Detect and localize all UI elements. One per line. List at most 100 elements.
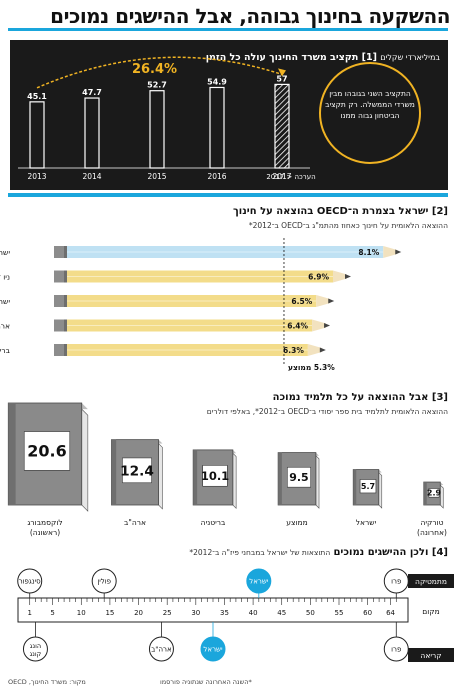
book-pages: [232, 452, 237, 510]
book-pages: [158, 442, 163, 510]
page-headline: ההשקעה בחינוך גבוהה, אבל ההישגים נמוכים: [50, 4, 450, 28]
oecd-section-subtitle: ההוצאה הלאומית על חינוך כאחוז מהתמ"ג ב־O…: [248, 221, 448, 230]
ruler-tick-label: 1: [27, 609, 31, 617]
ruler-tick-label: 10: [77, 609, 86, 617]
book-spine: [193, 449, 198, 505]
average-label: 5.3% ממוצע: [288, 363, 335, 372]
pencil-value: 6.4%: [287, 322, 308, 331]
book-spine: [353, 469, 357, 505]
book-value: 9.5: [289, 471, 308, 484]
ruler-tick-label: 15: [105, 609, 114, 617]
book-value: 20.6: [27, 442, 66, 461]
book-value: 2.9: [427, 489, 442, 498]
pencil-country-label: ניו זילנד: [0, 273, 10, 282]
pencil-eraser: [54, 295, 64, 307]
book-label-box: [202, 465, 228, 487]
book-value: 5.7: [361, 482, 375, 491]
ruler-tick-label: 55: [335, 609, 344, 617]
pencil-chart: 8.1% ישראל 2015 6.9% ניו זילנד 6.5% ישראל 201…: [0, 238, 402, 372]
pencil-eraser: [54, 246, 64, 258]
pencil-ferrule: [64, 246, 67, 258]
country-rank-label: ישראל: [249, 578, 269, 586]
country-rank-bubble: [383, 636, 409, 662]
budget-year-label: 2016: [207, 172, 226, 181]
pencil-value: 6.3%: [283, 346, 304, 355]
israel-rank-bubble: [200, 636, 226, 662]
math-row-label: מתמטיקה: [415, 577, 447, 586]
book-label-box: [359, 479, 377, 494]
pencil-tip: [316, 295, 331, 307]
ruler-tick-label: 45: [277, 609, 286, 617]
budget-bar: [84, 97, 100, 169]
rank-row-label: מקום: [422, 607, 439, 616]
budget-bar-value: 47.7: [82, 88, 102, 97]
pencil-tip: [312, 319, 327, 332]
budget-bar: [209, 86, 225, 169]
growth-arrowhead: [278, 68, 286, 77]
pencil-ferrule: [64, 270, 67, 283]
budget-year-label: 2017: [272, 172, 291, 181]
budget-circle-text: התקציב השני בגובהו מבין משרדי הממשלה. רק…: [325, 89, 415, 120]
pencil-lead: [328, 298, 335, 304]
budget-bar-value: 52.7: [147, 81, 167, 90]
book-category-label: לוקסמבורג: [27, 518, 62, 527]
country-rank-label: קונג: [30, 650, 42, 658]
book-label-box: [23, 431, 71, 471]
pencil-lead: [324, 323, 331, 328]
book-chart: 20.6 לוקסמבורג(ראשונה) 12.4 ארה"ב 10.1 בריטני…: [7, 402, 447, 537]
budget-year-label: 2013: [27, 172, 46, 181]
pencil-value: 8.1%: [358, 248, 379, 257]
ruler-tick-label: 20: [134, 609, 143, 617]
book-pages: [315, 454, 320, 509]
budget-bar: [274, 83, 290, 169]
book-category-label: ישראל: [356, 518, 377, 527]
pencil-eraser: [54, 270, 64, 283]
ruler-tick-label: 25: [163, 609, 172, 617]
book-spine: [423, 482, 427, 505]
book-spine: [111, 439, 117, 505]
student-section-title: [3] אבל ההוצאה על כל תלמיד נמוכה: [272, 392, 448, 403]
reading-row-tag: [408, 648, 454, 662]
ruler-tick-label: 30: [191, 609, 200, 617]
book-category-label: טורקיה: [420, 518, 443, 527]
country-rank-bubble: [22, 636, 48, 662]
book-label-box: [428, 488, 440, 498]
ruler-tick-label: 40: [249, 609, 258, 617]
pencil-ferrule: [64, 319, 67, 332]
pencil-value: 6.5%: [291, 297, 312, 306]
ruler-tick-label: 35: [220, 609, 229, 617]
math-row-tag: [408, 574, 454, 588]
pencil-country-label: בריטניה: [0, 346, 11, 355]
book-value: 12.4: [120, 463, 154, 479]
pisa-section-subtitle: התוצאות של ישראל במבחני פיז"ה ב־2012*: [189, 548, 331, 557]
pencil-country-label: ישראל 2012: [0, 297, 10, 306]
pencil-ferrule: [64, 344, 67, 356]
budget-panel: [10, 40, 448, 190]
budget-year-label: 2014: [82, 172, 101, 181]
book-label-box: [122, 457, 152, 484]
pencil-tip: [307, 344, 322, 356]
country-rank-label: פרו: [391, 646, 401, 654]
pencil-tip: [332, 270, 347, 283]
pisa-section-title: [4] ולכן ההישגים נמוכים: [333, 547, 448, 558]
country-rank-bubble: [148, 636, 174, 662]
israel-rank-bubble: [246, 568, 272, 594]
growth-label: 26.4%: [132, 62, 177, 77]
book-category-label: בריטניה: [201, 518, 226, 527]
footer-note: *השנה האחרונה שנתוניה פורסמו: [160, 678, 252, 686]
budget-estimate-label: הערכה < 2017: [266, 173, 315, 181]
budget-bar-value: 45.1: [27, 92, 47, 101]
budget-bar: [29, 101, 45, 169]
ruler-tick-label: 50: [306, 609, 315, 617]
pencil-value: 6.9%: [308, 273, 329, 282]
budget-bar-value: 54.9: [207, 77, 227, 86]
ruler-tick-label: 60: [363, 609, 372, 617]
budget-title: במיליארדי שקלים [1] תקציב משרד החינוך עו…: [206, 52, 440, 63]
country-rank-label: ישראל: [203, 646, 223, 654]
budget-bar-value: 57: [276, 74, 287, 83]
top-accent-bar: [8, 28, 448, 31]
student-section-subtitle: ההוצאה הלאומית לתלמיד בית ספר יסודי ב־OE…: [206, 407, 448, 416]
book-value: 10.1: [201, 469, 229, 483]
budget-unit: במיליארדי שקלים: [380, 53, 440, 62]
pencil-tip: [383, 246, 398, 258]
